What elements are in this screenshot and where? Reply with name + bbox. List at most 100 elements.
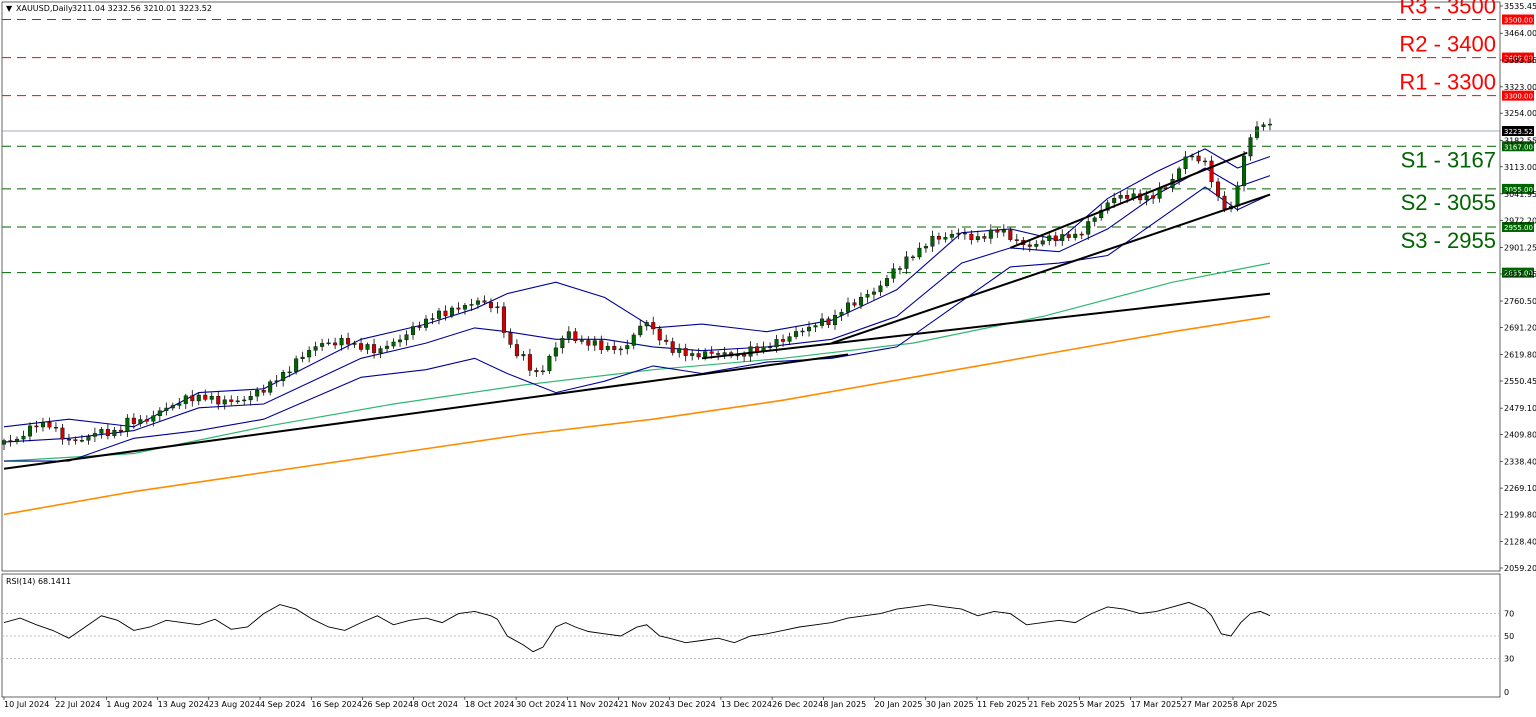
candle-body [1047,235,1052,241]
date-tick-label: 18 Oct 2024 [465,700,514,709]
rsi-indicator: 70 50 30 0 [2,601,1514,697]
candle-body [897,268,902,270]
candle-body [1027,244,1032,247]
candle-body [943,237,948,240]
rsi-panel-frame [1,573,1501,698]
candle-body [411,326,416,335]
candle-body [1177,168,1182,180]
candle-body [482,300,487,303]
candle-body [631,334,636,346]
candle-body [871,291,876,295]
candle-body [398,339,403,343]
support-label: S2 - 3055 [1401,190,1496,215]
price-tick-label: 3254.00 [1504,109,1536,118]
support-price-tag [1502,141,1534,152]
support-label: S3 - 2955 [1401,228,1496,253]
price-tick-label: 2479.10 [1504,404,1536,413]
candle-body [183,395,188,404]
candle-body [1073,233,1078,238]
candle-body [690,353,695,356]
candle-body [430,318,435,320]
candle-body [910,256,915,259]
resistance-price-tag [1502,90,1534,101]
candle-body [300,356,305,359]
candle-body [846,302,851,313]
price-tick-label: 2269.10 [1504,484,1536,493]
candle-body [475,300,480,305]
candle-body [1014,239,1019,241]
trendlines [3,151,1271,470]
date-tick-label: 10 Jul 2024 [4,700,49,709]
resistance-price-value: 3500.00 [1504,16,1533,24]
candle-body [586,340,591,346]
candle-body [768,346,773,348]
current-price-value: 3223.52 [1504,128,1533,136]
candle-body [417,326,422,328]
candle-body [677,348,682,353]
resistance-price-value: 3300.00 [1504,93,1533,101]
candle-body [79,440,84,442]
price-tick-label: 2338.40 [1504,458,1536,467]
price-tick-label: 3535.45 [1504,2,1536,11]
date-tick-label: 20 Jan 2025 [875,700,923,709]
candle-body [333,342,338,346]
candle-body [683,348,688,356]
candle-body [1144,195,1149,201]
candle-body [151,415,156,422]
candle-body [1248,137,1253,157]
resistance-price-tag [1502,14,1534,25]
support-price-value: 2835.00 [1504,270,1533,278]
price-tick-label: 2972.20 [1504,216,1536,225]
candle-body [1235,185,1240,207]
candle-body [748,346,753,357]
candle-body [2,440,6,445]
candle-body [858,296,863,306]
candle-body [1105,202,1110,211]
candle-body [1222,195,1227,210]
candle-body [294,358,299,373]
candle-body [956,232,961,235]
support-price-value: 3167.00 [1504,143,1533,151]
price-tick-label: 2691.20 [1504,323,1536,332]
candle-body [391,341,396,347]
rsi-title: RSI(14) 68.1411 [6,577,71,586]
candle-body [833,315,838,325]
candle-body [865,294,870,298]
candle-body [222,399,227,405]
candle-body [242,399,247,402]
rsi-line [3,601,1271,653]
candle-body [34,425,39,428]
candle-body [339,338,344,346]
candle-body [1216,181,1221,197]
candle-body [644,322,649,327]
price-tick-label: 2199.80 [1504,510,1536,519]
candle-body [346,338,351,345]
candle-body [625,345,630,350]
resistance-label: R1 - 3300 [1399,70,1496,95]
header-arrow-icon[interactable]: ▼ [6,4,13,13]
support-price-value: 3055.00 [1504,186,1533,194]
candle-body [1125,194,1130,199]
candle-body [1196,155,1201,162]
rsi-level-label: 70 [1504,610,1514,619]
candle-body [1040,240,1045,245]
candle-body [190,395,195,402]
price-tick-label: 3041.95 [1504,190,1536,199]
date-tick-label: 17 Mar 2025 [1131,700,1182,709]
trendline [1009,151,1248,249]
candle-body [53,426,58,429]
bollinger-lower-line [4,186,1271,462]
candle-body [424,318,429,328]
candle-body [404,334,409,341]
date-tick-label: 8 Apr 2025 [1233,700,1277,709]
candle-body [1112,198,1117,204]
candle-body [716,353,721,355]
candle-body [560,338,565,349]
candle-body [196,394,201,402]
candle-body [709,351,714,354]
date-tick-label: 5 Mar 2025 [1079,700,1125,709]
candle-body [281,372,286,381]
candle-body [852,302,857,306]
candle-body [1203,160,1208,163]
